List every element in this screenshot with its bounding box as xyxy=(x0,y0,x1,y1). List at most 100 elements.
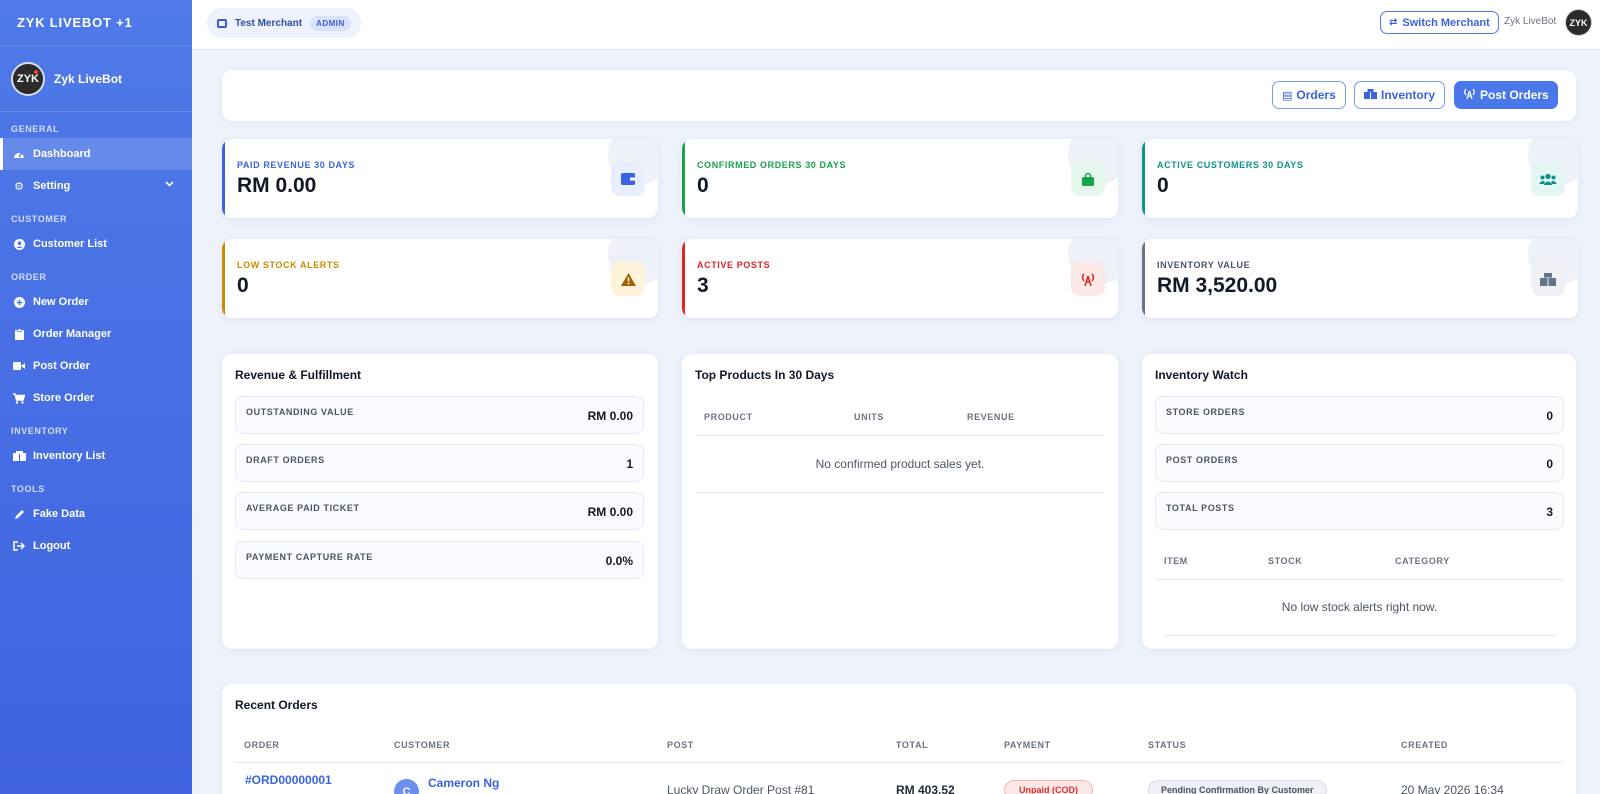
stat-value: RM 0.00 xyxy=(237,174,317,197)
store-icon xyxy=(217,18,227,28)
post-orders-button[interactable]: Post Orders xyxy=(1454,81,1558,109)
orders-button[interactable]: ▤ Orders xyxy=(1272,81,1346,109)
panel-title: Top Products In 30 Days xyxy=(695,368,835,382)
sidebar-item-customer-list[interactable]: Customer List xyxy=(0,228,192,260)
kv-value: RM 0.00 xyxy=(587,505,633,519)
sidebar-item-label: Customer List xyxy=(33,238,107,250)
kv-label: PAYMENT CAPTURE RATE xyxy=(246,552,373,562)
top-products-panel: Top Products In 30 Days PRODUCT UNITS RE… xyxy=(682,354,1118,649)
merchant-selector[interactable]: Test Merchant ADMIN xyxy=(207,8,361,38)
column-header: ORDER xyxy=(244,740,280,750)
kv-payment-capture-rate: PAYMENT CAPTURE RATE 0.0% xyxy=(235,541,644,579)
sidebar-item-fake-data[interactable]: Fake Data xyxy=(0,498,192,530)
gauge-icon xyxy=(12,147,26,161)
stat-label: LOW STOCK ALERTS xyxy=(237,260,340,270)
stat-confirmed-orders: CONFIRMED ORDERS 30 DAYS 0 xyxy=(682,139,1118,218)
sidebar-item-setting[interactable]: ⚙ Setting xyxy=(0,170,192,202)
sidebar-item-label: Store Order xyxy=(33,392,95,404)
column-header: POST xyxy=(667,740,694,750)
status-badge: Pending Confirmation By Customer xyxy=(1148,780,1327,794)
sidebar-item-dashboard[interactable]: Dashboard xyxy=(0,138,192,170)
pen-icon xyxy=(12,507,26,521)
column-header: PRODUCT xyxy=(704,412,753,422)
section-customer: CUSTOMER xyxy=(11,214,68,224)
kv-label: TOTAL POSTS xyxy=(1166,503,1235,513)
user-circle-icon xyxy=(12,237,26,251)
sidebar-item-store-order[interactable]: Store Order xyxy=(0,382,192,414)
stat-value: 0 xyxy=(237,274,249,297)
inventory-button[interactable]: Inventory xyxy=(1354,81,1446,109)
sidebar-item-order-manager[interactable]: Order Manager xyxy=(0,318,192,350)
stat-label: CONFIRMED ORDERS 30 DAYS xyxy=(697,160,847,170)
stat-inventory-value: INVENTORY VALUE RM 3,520.00 xyxy=(1142,239,1578,318)
column-header: UNITS xyxy=(854,412,884,422)
panel-title: Inventory Watch xyxy=(1155,368,1248,382)
kv-post-orders: POST ORDERS 0 xyxy=(1155,444,1564,482)
sidebar-item-logout[interactable]: Logout xyxy=(0,530,192,562)
boxes-icon xyxy=(12,449,26,463)
sidebar-profile: ZYK Zyk LiveBot xyxy=(0,46,192,112)
sidebar-item-post-order[interactable]: Post Order xyxy=(0,350,192,382)
merchant-name: Test Merchant xyxy=(235,17,303,29)
sidebar-item-label: New Order xyxy=(33,296,89,308)
wallet-icon xyxy=(611,162,645,196)
recent-orders-panel: Recent Orders ORDER CUSTOMER POST TOTAL … xyxy=(222,684,1576,794)
boxes-icon xyxy=(1364,88,1377,102)
profile-name: Zyk LiveBot xyxy=(54,71,123,86)
column-header: ITEM xyxy=(1164,556,1188,566)
sidebar-item-label: Logout xyxy=(33,540,71,552)
kv-label: DRAFT ORDERS xyxy=(246,455,325,465)
shuffle-icon: ⇄ xyxy=(1389,17,1398,28)
stat-active-customers: ACTIVE CUSTOMERS 30 DAYS 0 xyxy=(1142,139,1578,218)
empty-state: No confirmed product sales yet. xyxy=(815,457,985,471)
kv-store-orders: STORE ORDERS 0 xyxy=(1155,396,1564,434)
order-link[interactable]: #ORD00000001 xyxy=(245,773,332,787)
stat-label: ACTIVE CUSTOMERS 30 DAYS xyxy=(1157,160,1304,170)
switch-merchant-button[interactable]: ⇄ Switch Merchant xyxy=(1380,11,1499,34)
switch-merchant-label: Switch Merchant xyxy=(1402,16,1490,29)
video-icon xyxy=(12,359,26,373)
kv-draft-orders: DRAFT ORDERS 1 xyxy=(235,444,644,482)
stat-low-stock: LOW STOCK ALERTS 0 xyxy=(222,239,658,318)
role-badge: ADMIN xyxy=(310,15,351,31)
top-bar: Test Merchant ADMIN ⇄ Switch Merchant Zy… xyxy=(192,0,1600,50)
column-header: PAYMENT xyxy=(1004,740,1051,750)
panel-title: Revenue & Fulfillment xyxy=(235,368,362,382)
stat-active-posts: ACTIVE POSTS 3 xyxy=(682,239,1118,318)
stat-label: INVENTORY VALUE xyxy=(1157,260,1251,270)
sidebar-item-label: Dashboard xyxy=(33,148,91,160)
chevron-down-icon xyxy=(165,179,174,190)
document-icon: ▤ xyxy=(1282,89,1293,102)
sidebar-item-inventory-list[interactable]: Inventory List xyxy=(0,440,192,472)
divider xyxy=(695,435,1105,436)
kv-value: 3 xyxy=(1546,505,1553,519)
kv-average-paid-ticket: AVERAGE PAID TICKET RM 0.00 xyxy=(235,492,644,530)
sidebar-item-label: Fake Data xyxy=(33,508,85,520)
column-header: REVENUE xyxy=(967,412,1015,422)
kv-value: 0 xyxy=(1546,457,1553,471)
column-header: STOCK xyxy=(1268,556,1303,566)
customer-link[interactable]: Cameron Ng xyxy=(428,776,500,790)
broadcast-icon xyxy=(1463,88,1476,102)
sidebar: ZYK LIVEBOT +1 ZYK Zyk LiveBot GENERAL D… xyxy=(0,0,192,794)
plus-circle-icon xyxy=(12,295,26,309)
order-total: RM 403.52 xyxy=(896,783,955,794)
panel-title: Recent Orders xyxy=(235,698,318,712)
customer-avatar: C xyxy=(394,779,419,794)
section-general: GENERAL xyxy=(11,124,60,134)
kv-value: RM 0.00 xyxy=(587,409,633,423)
inventory-watch-panel: Inventory Watch STORE ORDERS 0 POST ORDE… xyxy=(1142,354,1576,649)
kv-label: STORE ORDERS xyxy=(1166,407,1246,417)
stat-value: 3 xyxy=(697,274,709,297)
post-orders-button-label: Post Orders xyxy=(1480,88,1549,102)
cart-icon xyxy=(12,391,26,405)
column-header: CATEGORY xyxy=(1395,556,1450,566)
stat-value: RM 3,520.00 xyxy=(1157,274,1278,297)
revenue-fulfillment-panel: Revenue & Fulfillment OUTSTANDING VALUE … xyxy=(222,354,658,649)
sidebar-item-new-order[interactable]: New Order xyxy=(0,286,192,318)
divider xyxy=(235,762,1563,763)
avatar[interactable]: ZYK xyxy=(1565,9,1592,36)
avatar: ZYK xyxy=(11,61,45,96)
column-header: CREATED xyxy=(1401,740,1449,750)
section-inventory: INVENTORY xyxy=(11,426,69,436)
